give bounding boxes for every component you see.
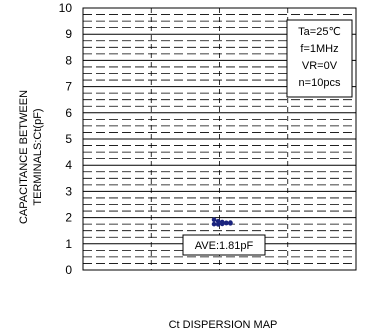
y-tick-label: 6 — [65, 106, 72, 120]
y-tick-label: 4 — [65, 158, 72, 172]
condition-frequency: f=1MHz — [300, 43, 338, 55]
y-tick-label: 8 — [65, 53, 72, 67]
data-point — [215, 222, 221, 227]
y-tick-label: 3 — [65, 184, 72, 198]
y-tick-label: 2 — [65, 211, 72, 225]
y-tick-label: 10 — [59, 1, 73, 15]
conditions-box: Ta=25℃ f=1MHz VR=0V n=10pcs — [286, 19, 353, 98]
condition-reverse-voltage: VR=0V — [302, 60, 338, 72]
y-axis-title-line2: TERMINALS:Ct(pF) — [32, 108, 44, 205]
y-tick-label: 1 — [65, 237, 72, 251]
y-tick-label: 9 — [65, 27, 72, 41]
data-points — [211, 217, 233, 227]
y-axis-title-line1: CAPACITANCE BETWEEN — [18, 90, 30, 224]
data-point — [224, 220, 229, 226]
average-label: AVE:1.81pF — [182, 234, 266, 256]
condition-temperature: Ta=25℃ — [298, 26, 341, 38]
data-point — [215, 218, 221, 224]
y-axis-ticks: 0 1 2 3 4 5 6 7 8 9 10 — [59, 1, 73, 277]
chart-caption: Ct DISPERSION MAP — [169, 319, 278, 331]
y-tick-label: 0 — [65, 263, 72, 277]
y-tick-label: 5 — [65, 132, 72, 146]
condition-sample-count: n=10pcs — [299, 77, 341, 89]
average-value: AVE:1.81pF — [195, 240, 254, 252]
data-point — [228, 220, 233, 225]
data-point — [219, 221, 225, 227]
data-point — [211, 217, 217, 222]
plot-area — [82, 7, 357, 271]
data-point — [211, 221, 217, 227]
y-tick-label: 7 — [65, 80, 72, 94]
